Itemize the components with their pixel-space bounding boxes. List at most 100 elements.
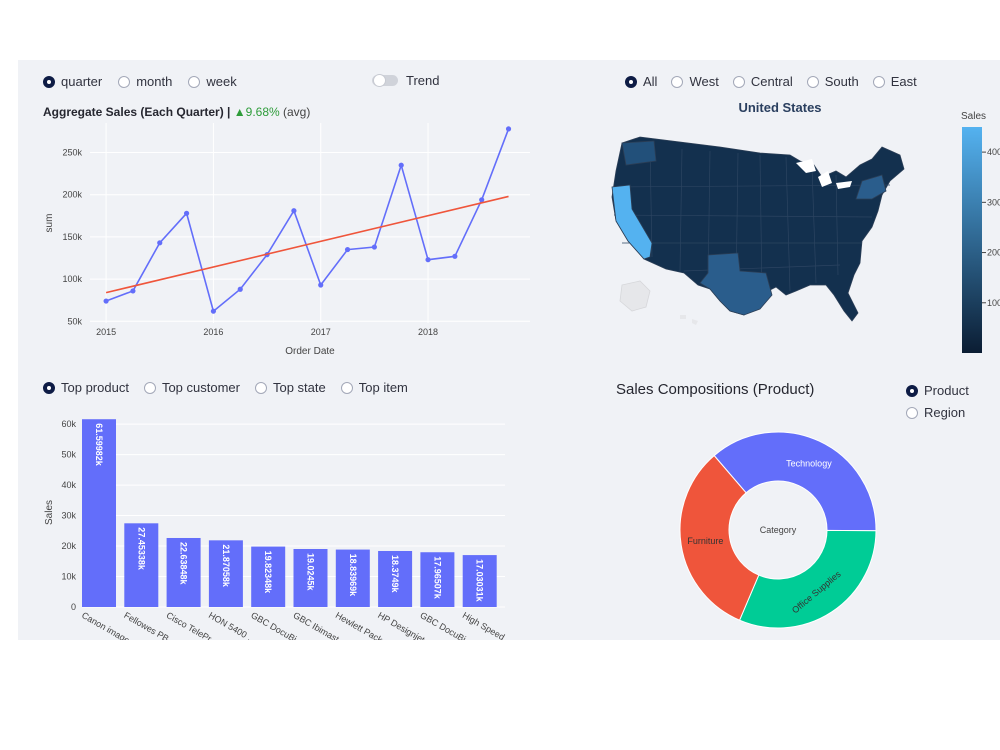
bar-data-label: 27.45338k: [136, 527, 146, 571]
line-title-suffix: (avg): [283, 105, 311, 119]
state-alaska[interactable]: [619, 280, 651, 312]
state-washington[interactable]: [621, 140, 657, 166]
bar[interactable]: [462, 555, 497, 607]
bar[interactable]: [378, 550, 413, 607]
sales-point[interactable]: [505, 126, 512, 132]
y-tick-label: 200k: [62, 190, 82, 200]
state-border: [649, 144, 653, 258]
sales-point[interactable]: [183, 210, 190, 216]
x-axis-label: Order Date: [285, 346, 335, 357]
bar[interactable]: [82, 419, 116, 607]
region-option-all[interactable]: All: [625, 74, 657, 89]
trend-toggle[interactable]: Trend: [372, 73, 439, 88]
colorbar-tick-label: 200k: [987, 248, 1000, 258]
sales-point[interactable]: [157, 240, 163, 246]
sales-point[interactable]: [425, 257, 431, 263]
radio-circle[interactable]: [906, 406, 918, 419]
state-hawaii[interactable]: [680, 315, 698, 325]
y-axis-label: Sales: [44, 500, 55, 525]
region-option-west[interactable]: West: [671, 74, 719, 89]
map-title: United States: [738, 100, 822, 115]
sales-point[interactable]: [371, 244, 377, 250]
radio-circle[interactable]: [118, 75, 131, 88]
radio-circle[interactable]: [254, 381, 267, 394]
radio-circle[interactable]: [806, 75, 819, 88]
time-option-week[interactable]: week: [188, 74, 237, 89]
bar[interactable]: [208, 540, 243, 607]
top-option-top-state[interactable]: Top state: [254, 380, 326, 395]
y-tick-label: 60k: [61, 419, 76, 429]
bar-data-label: 17.03031k: [475, 559, 485, 603]
colorbar-tick-label: 100k: [987, 298, 1000, 308]
toggle-track[interactable]: [372, 74, 398, 87]
bar-data-label: 19.0245k: [306, 553, 316, 592]
radio-label: Central: [750, 74, 793, 89]
sales-series-line[interactable]: [105, 128, 510, 313]
radio-circle[interactable]: [43, 381, 55, 394]
radio-circle[interactable]: [906, 384, 918, 397]
bar-data-label: 18.83969k: [348, 554, 358, 598]
y-tick-label: 10k: [61, 572, 76, 582]
sales-point[interactable]: [318, 282, 324, 288]
sales-point[interactable]: [479, 197, 485, 203]
sales-point[interactable]: [130, 288, 136, 294]
colorbar-tick-label: 400k: [987, 147, 1000, 157]
radio-circle[interactable]: [340, 381, 353, 394]
radio-circle[interactable]: [872, 75, 885, 88]
comp-option-region[interactable]: Region: [906, 405, 969, 420]
y-tick-label: 250k: [62, 148, 82, 158]
bar[interactable]: [420, 552, 455, 607]
state-texas[interactable]: [699, 252, 773, 316]
state-california[interactable]: [611, 184, 653, 260]
radio-label: Top item: [358, 380, 408, 395]
line-title-change: ▲9.68%: [233, 105, 280, 119]
state-new-york[interactable]: [855, 174, 887, 200]
state-border: [613, 214, 873, 218]
y-axis-label: sum: [44, 214, 55, 233]
donut-slice-technology[interactable]: [713, 431, 877, 532]
radio-circle[interactable]: [143, 381, 156, 394]
bar[interactable]: [335, 549, 370, 607]
sales-point[interactable]: [398, 162, 404, 168]
radio-circle[interactable]: [43, 75, 55, 88]
sales-point[interactable]: [237, 286, 243, 292]
top-option-top-customer[interactable]: Top customer: [143, 380, 240, 395]
top-option-top-product[interactable]: Top product: [43, 380, 129, 395]
sales-point[interactable]: [210, 308, 217, 314]
trend-line: [105, 195, 509, 294]
state-border: [679, 148, 683, 272]
donut-slice-office-supplies[interactable]: [738, 529, 877, 629]
toggle-knob[interactable]: [373, 74, 386, 87]
radio-circle[interactable]: [671, 75, 684, 88]
time-option-month[interactable]: month: [118, 74, 172, 89]
radio-circle[interactable]: [188, 75, 201, 88]
sales-point[interactable]: [291, 208, 297, 214]
state-border: [785, 156, 791, 292]
time-option-quarter[interactable]: quarter: [43, 74, 102, 89]
donut-slice-furniture[interactable]: [679, 454, 760, 621]
y-tick-label: 40k: [61, 480, 76, 490]
bar[interactable]: [251, 546, 286, 607]
bar[interactable]: [124, 523, 159, 607]
us-choropleth-map[interactable]: [600, 125, 920, 335]
bar[interactable]: [293, 549, 328, 607]
radio-circle[interactable]: [732, 75, 745, 88]
sales-point[interactable]: [452, 253, 458, 259]
sales-point[interactable]: [344, 246, 351, 253]
map-colorbar: 400k 300k 200k 100k: [962, 127, 1000, 353]
top-option-top-item[interactable]: Top item: [340, 380, 408, 395]
region-option-central[interactable]: Central: [732, 74, 793, 89]
radio-label: week: [206, 74, 237, 89]
donut-slice-label: Furniture: [687, 536, 723, 546]
radio-label: Top product: [61, 380, 129, 395]
sales-point[interactable]: [103, 298, 109, 304]
comp-option-product[interactable]: Product: [906, 383, 969, 398]
y-tick-label: 150k: [62, 232, 82, 242]
region-option-east[interactable]: East: [872, 74, 917, 89]
bar-data-label: 19.82348k: [263, 551, 273, 595]
radio-label: South: [824, 74, 859, 89]
great-lakes: [796, 159, 852, 189]
bar[interactable]: [166, 537, 201, 607]
radio-circle[interactable]: [625, 75, 637, 88]
region-option-south[interactable]: South: [806, 74, 859, 89]
